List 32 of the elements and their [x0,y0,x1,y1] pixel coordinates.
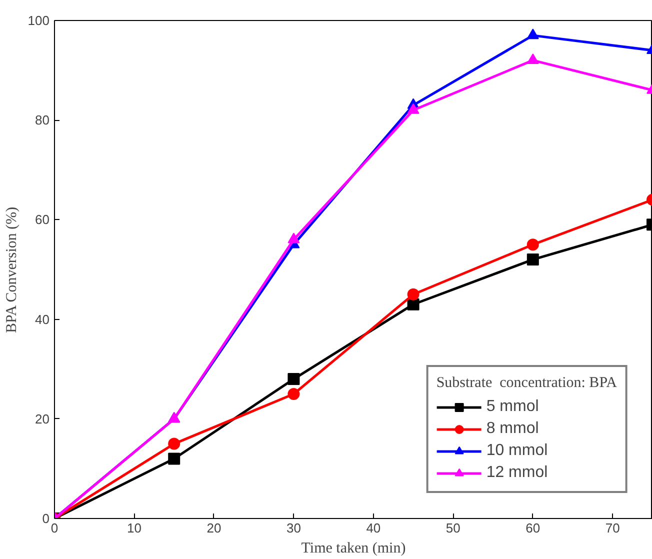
x-tick-label: 20 [206,520,222,536]
point [407,288,420,300]
y-tick-label: 60 [35,212,50,228]
x-tick-label: 40 [366,520,381,536]
x-tick-label: 60 [526,520,540,536]
point [168,452,180,465]
point [288,373,300,386]
y-tick-label: 100 [28,13,50,28]
x-tick-label: 10 [127,520,142,536]
legend-label: 8 mmol [486,420,539,438]
point [407,298,420,310]
legend-label: 12 mmol [486,464,548,482]
x-tick-label: 30 [286,520,301,536]
y-tick-label: 20 [35,411,50,426]
x-tick-label: 50 [446,520,460,536]
x-tick-label: 70 [605,520,620,536]
point [526,53,539,64]
point [526,238,539,251]
point [526,28,539,40]
y-tick-label: 80 [35,112,50,128]
y-axis-title: BPA Conversion (%) [4,206,20,333]
legend-label: 5 mmol [486,398,539,416]
y-tick-label: 40 [35,312,50,327]
point [288,232,300,244]
point [288,388,300,400]
point [168,438,180,450]
y-tick-label: 0 [42,511,50,526]
legend-label: 10 mmol [486,442,548,460]
x-axis-title: Time taken (min) [301,540,406,556]
point [526,254,539,266]
legend-title: Substrate concentration: BPA [436,375,617,392]
point [407,103,420,114]
